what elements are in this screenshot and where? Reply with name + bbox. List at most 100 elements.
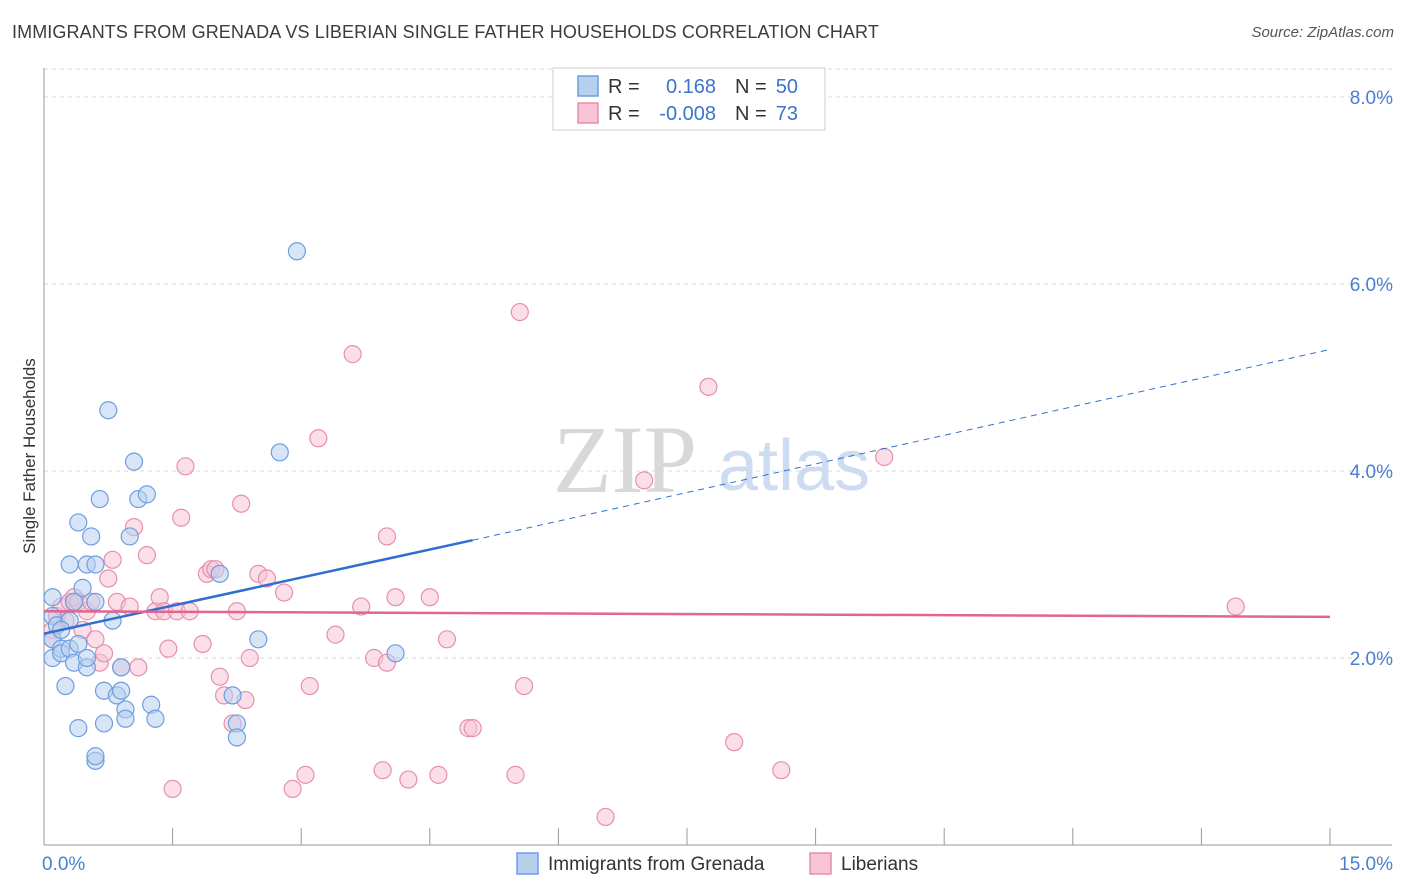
grenada-point-18 [82,527,101,546]
axes [43,68,1392,846]
liberians-point-46 [296,765,315,784]
grenada-point-49 [77,648,96,668]
y-axis-label: Single Father Households [20,358,39,554]
grenada-point-19 [86,555,105,574]
liberians-point-14 [99,569,118,588]
liberians-point-47 [300,676,319,696]
y-tick-label-8: 8.0% [1350,88,1393,109]
liberians-point-51 [352,597,371,616]
watermark: ZIP atlas [553,406,870,513]
legend-r-value-grenada: 0.168 [666,76,716,98]
grenada-point-27 [112,658,131,677]
liberians-point-31 [193,634,212,654]
bottom-legend-swatch-grenada [516,852,539,875]
liberians-point-29 [176,457,195,476]
liberians-point-67 [699,377,718,396]
grenada-point-45 [270,443,289,462]
grenada-point-32 [124,452,144,471]
series-liberians [43,302,1245,827]
grenada-point-36 [146,709,165,728]
grenada-point-21 [90,489,109,509]
grenada-point-41 [223,686,242,705]
legend-n-value-grenada: 50 [776,76,798,98]
liberians-point-48 [309,429,328,448]
y-tick-label-2: 2.0% [1350,649,1393,670]
grenada-point-37 [69,719,88,738]
liberians-point-45 [283,779,302,799]
grenada-point-24 [99,401,118,420]
liberians-point-26 [163,779,182,799]
liberians-point-44 [274,583,294,602]
liberians-point-70 [875,447,894,467]
legend-n-value-liberians: 73 [776,103,798,125]
watermark-zip: ZIP [553,406,697,513]
liberians-point-64 [515,676,534,696]
grenada-point-30 [116,709,135,728]
liberians-point-63 [510,302,529,322]
x-tick-label-max: 15.0% [1339,854,1393,875]
grenada-point-14 [69,634,88,654]
liberians-point-15 [103,550,122,569]
liberians-point-54 [377,527,397,546]
grenada-point-13 [69,513,88,532]
liberians-point-58 [429,765,448,784]
trendline-grenada-solid [43,538,473,635]
liberians-point-53 [373,761,392,780]
series-grenada [43,242,405,770]
liberians-point-43 [257,569,277,588]
y-tick-labels: 2.0% 4.0% 6.0% 8.0% [1350,88,1393,670]
liberians-point-13 [94,644,114,663]
bottom-legend-swatch-liberians [809,852,832,875]
watermark-atlas: atlas [718,426,870,506]
trendline-liberians [43,610,1331,619]
legend-r-label-grenada: R = [608,76,640,98]
liberians-point-28 [172,508,191,527]
liberians-point-25 [159,639,178,658]
bottom-legend-label-grenada: Immigrants from Grenada [548,854,765,875]
gridlines [44,68,1392,659]
liberians-point-59 [437,630,457,649]
liberians-point-56 [399,770,418,789]
legend-top: R = 0.168 N = 50 R = -0.008 N = 73 [552,67,826,131]
liberians-point-39 [232,494,251,513]
liberians-point-49 [326,625,345,644]
grenada-point-34 [137,485,156,504]
legend-n-label-grenada: N = [735,76,767,98]
trendlines [43,348,1331,635]
grenada-point-28 [112,681,131,700]
liberians-point-62 [506,765,525,784]
grenada-point-46 [287,242,307,261]
legend-swatch-liberians [577,102,599,124]
legend-r-value-liberians: -0.008 [659,103,716,125]
trendline-grenada-dashed [472,348,1331,541]
liberians-point-20 [129,658,148,677]
legend-swatch-grenada [577,75,599,97]
liberians-point-35 [210,667,229,686]
grenada-point-10 [60,555,79,574]
x-ticks [43,828,1331,845]
chart-title: IMMIGRANTS FROM GRENADA VS LIBERIAN SING… [12,22,879,42]
liberians-point-68 [725,733,744,752]
y-tick-label-6: 6.0% [1350,275,1393,296]
liberians-point-50 [343,345,362,364]
bottom-legend-label-liberians: Liberians [841,854,918,875]
liberians-point-61 [463,719,482,738]
x-tick-label-min: 0.0% [42,854,85,875]
liberians-point-11 [86,630,105,649]
grenada-point-31 [120,527,139,546]
grenada-point-9 [56,676,75,696]
source-credit: Source: ZipAtlas.com [1251,24,1394,41]
y-tick-label-4: 4.0% [1350,462,1393,483]
grenada-point-43 [227,728,246,747]
liberians-point-69 [772,761,791,780]
grenada-point-20 [86,592,105,612]
liberians-point-71 [1226,597,1245,616]
legend-bottom: Immigrants from Grenada Liberians [516,852,918,875]
liberians-point-57 [420,588,439,607]
liberians-point-41 [240,648,259,668]
legend-r-label-liberians: R = [608,103,640,125]
liberians-point-21 [137,546,156,565]
grenada-point-44 [249,630,268,649]
legend-n-label-liberians: N = [735,103,767,125]
